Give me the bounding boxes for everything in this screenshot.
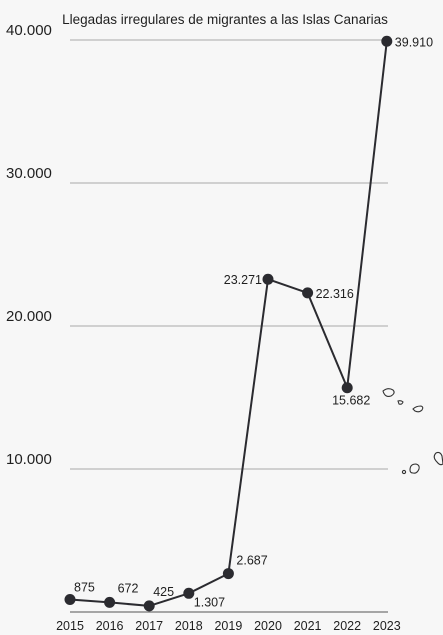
gridlines: [70, 39, 388, 470]
data-point: [381, 35, 393, 47]
data-point: [104, 596, 116, 608]
data-label: 39.910: [395, 35, 433, 49]
data-point: [183, 587, 195, 599]
data-label: 15.682: [332, 394, 370, 408]
x-tick-label: 2022: [333, 619, 361, 633]
x-tick-label: 2019: [214, 619, 242, 633]
y-tick-label: 10.000: [6, 451, 52, 468]
x-tick-label: 2015: [56, 619, 84, 633]
data-label: 672: [118, 581, 139, 595]
x-tick-label: 2018: [175, 619, 203, 633]
data-label: 875: [74, 580, 95, 594]
data-point: [64, 593, 76, 605]
y-tick-label: 20.000: [6, 308, 52, 325]
y-tick-label: 40.000: [6, 22, 52, 39]
data-point: [262, 273, 274, 285]
chart-title: Llegadas irregulares de migrantes a las …: [62, 12, 388, 27]
data-label: 2.687: [236, 554, 267, 568]
x-tick-label: 2021: [294, 619, 322, 633]
x-tick-label: 2023: [373, 619, 401, 633]
data-label: 1.307: [194, 595, 225, 609]
x-tick-label: 2017: [135, 619, 163, 633]
y-tick-label: 30.000: [6, 165, 52, 182]
series-line: [69, 41, 388, 607]
data-label: 23.271: [224, 273, 262, 287]
x-tick-label: 2020: [254, 619, 282, 633]
x-tick-label: 2016: [96, 619, 124, 633]
data-point: [341, 382, 353, 394]
data-label: 22.316: [316, 287, 354, 301]
data-label: 425: [153, 585, 174, 599]
x-axis-ticks: 2015 2016 2017 2018 2019 2020 2021 2022 2023: [56, 619, 401, 633]
data-point: [222, 568, 234, 580]
data-point: [143, 600, 155, 612]
y-axis-ticks: 10.000 20.000 30.000 40.000: [6, 22, 52, 468]
data-points: [64, 35, 393, 612]
canary-islands-outline-icon: [382, 388, 443, 475]
data-labels: 875 672 425 1.307 2.687 23.271 22.316 15.682 39.…: [74, 35, 433, 609]
data-point: [302, 287, 314, 299]
